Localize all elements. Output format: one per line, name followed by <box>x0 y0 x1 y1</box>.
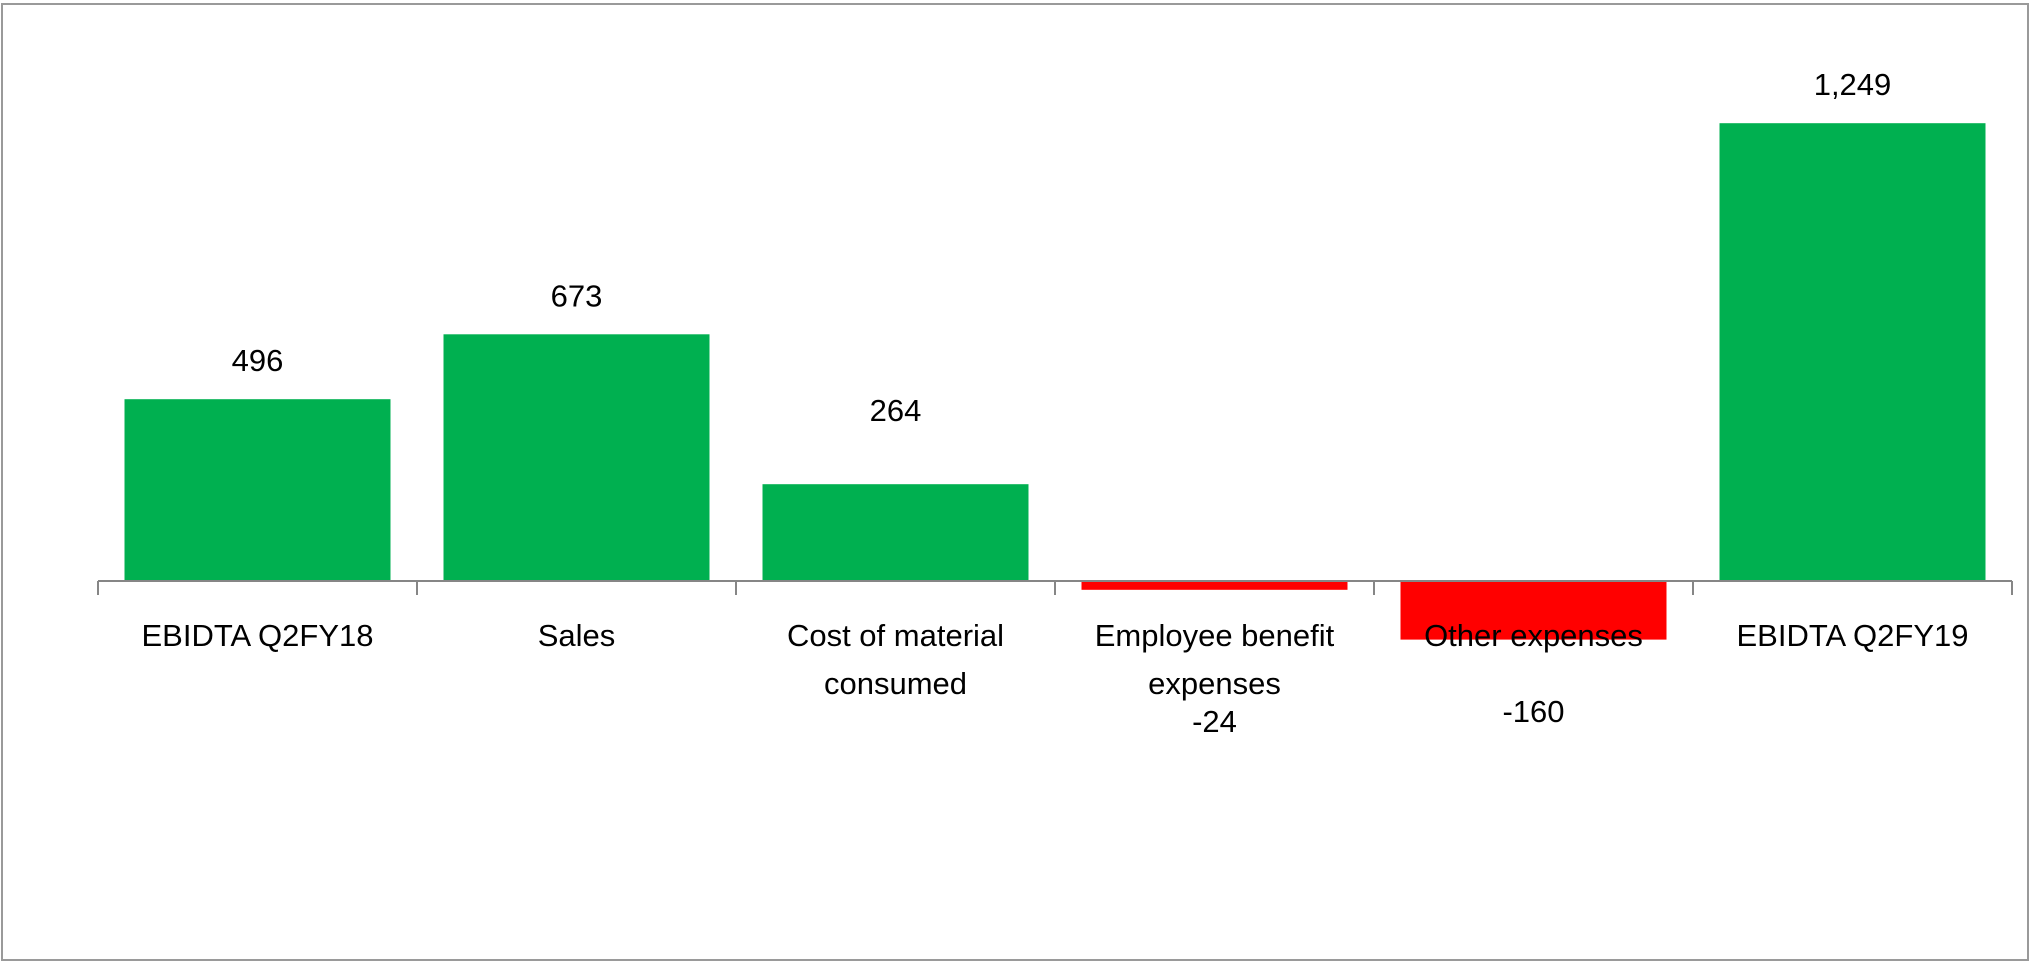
bar-5 <box>1719 123 1986 581</box>
category-labels: EBIDTA Q2FY18 Sales Cost of material consum… <box>141 618 1968 701</box>
category-label-2-1: consumed <box>824 666 967 701</box>
category-label-0-0: EBIDTA Q2FY18 <box>141 618 373 653</box>
data-label-1: 673 <box>551 278 603 313</box>
data-label-0: 496 <box>232 343 284 378</box>
category-label-5-0: EBIDTA Q2FY19 <box>1736 618 1968 653</box>
bar-1 <box>443 334 710 581</box>
category-label-3-1: expenses <box>1148 666 1281 701</box>
category-label-3-0: Employee benefit <box>1095 618 1335 653</box>
category-label-4-0: Other expenses <box>1424 618 1643 653</box>
bar-3 <box>1081 581 1348 590</box>
category-label-2-0: Cost of material <box>787 618 1004 653</box>
bar-0 <box>124 399 391 581</box>
data-label-5: 1,249 <box>1814 67 1892 102</box>
data-labels: 496 673 264 -24 -160 1,249 <box>232 67 1892 739</box>
bar-4 <box>1400 581 1667 640</box>
bar-2 <box>762 484 1029 581</box>
data-label-3: -24 <box>1192 704 1237 739</box>
category-label-1-0: Sales <box>538 618 616 653</box>
x-axis <box>97 580 2013 595</box>
bars-group <box>124 123 1986 640</box>
data-label-2: 264 <box>870 393 922 428</box>
data-label-4: -160 <box>1502 694 1564 729</box>
